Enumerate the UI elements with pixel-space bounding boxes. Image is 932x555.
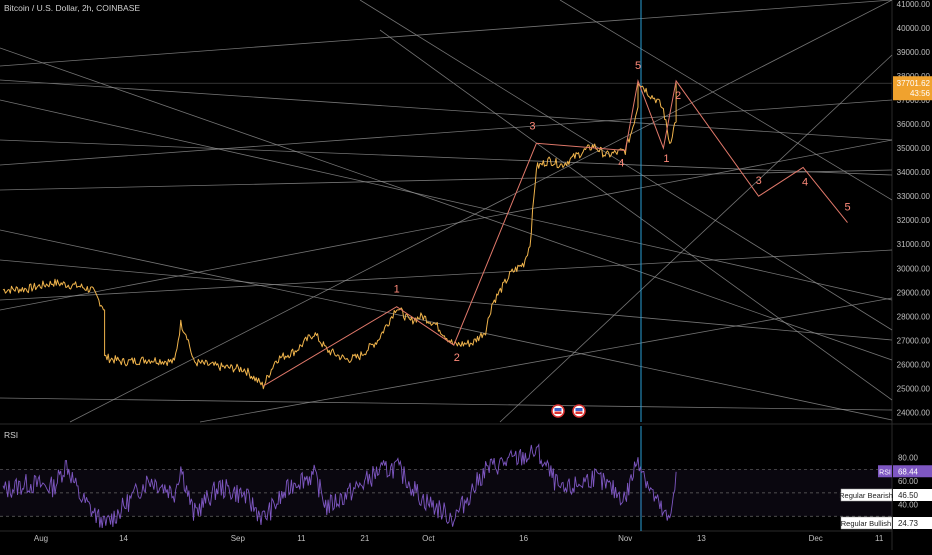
- divergence-label: Regular Bearish: [839, 491, 893, 500]
- trendline: [0, 139, 893, 176]
- event-flag-icon-top: [575, 408, 583, 411]
- trendline: [0, 249, 893, 301]
- elliott-wave-path: [263, 79, 848, 387]
- trendline: [379, 29, 893, 401]
- elliott-wave-label: 1: [663, 153, 669, 165]
- trendline: [69, 0, 893, 423]
- trendline: [0, 0, 893, 67]
- elliott-wave-label: 2: [454, 352, 460, 364]
- rsi-value-badge: [893, 465, 932, 478]
- event-flag-icon-bottom: [554, 411, 562, 414]
- trendline: [0, 397, 893, 411]
- price-series-line: [2, 83, 677, 390]
- price-axis-tick-label: 24000.00: [897, 408, 931, 417]
- time-axis-tick-label: Nov: [618, 534, 632, 543]
- price-axis-tick-label: 39000.00: [897, 48, 931, 57]
- trendline: [559, 0, 893, 201]
- price-axis-tick-label: 33000.00: [897, 192, 931, 201]
- elliott-wave-label: 1: [394, 284, 400, 296]
- event-flag-icon: [551, 404, 565, 418]
- price-axis-tick-label: 29000.00: [897, 288, 931, 297]
- price-axis-tick-label: 37000.00: [897, 96, 931, 105]
- price-axis-tick-label: 36000.00: [897, 120, 931, 129]
- time-axis-tick-label: 11: [297, 534, 306, 543]
- rsi-axis-tick-label: 40.00: [898, 501, 919, 510]
- price-axis-tick-label: 35000.00: [897, 144, 931, 153]
- time-axis-tick-label: 21: [360, 534, 369, 543]
- elliott-wave-label: 4: [618, 158, 624, 170]
- trendline: [359, 0, 893, 331]
- divergence-label-box: [840, 516, 893, 530]
- divergence-label: Regular Bullish: [841, 519, 891, 528]
- symbol-title: Bitcoin / U.S. Dollar, 2h, COINBASE: [4, 3, 141, 13]
- trendline: [0, 79, 893, 141]
- elliott-wave-label: 2: [675, 90, 681, 102]
- trendline: [199, 297, 893, 423]
- trendline: [0, 139, 893, 311]
- rsi-panel-label: RSI: [4, 430, 19, 440]
- time-axis-tick-label: 11: [875, 534, 884, 543]
- price-axis-tick-label: 32000.00: [897, 216, 931, 225]
- elliott-wave-label: 3: [756, 175, 762, 187]
- time-axis-tick-label: Sep: [231, 534, 246, 543]
- time-axis-tick-label: Oct: [422, 534, 435, 543]
- elliott-wave-label: 5: [635, 60, 641, 72]
- time-axis-tick-label: Aug: [34, 534, 48, 543]
- price-axis-tick-label: 34000.00: [897, 168, 931, 177]
- rsi-series-line: [2, 443, 677, 529]
- time-axis-tick-label: 13: [697, 534, 706, 543]
- divergence-value: 46.50: [898, 491, 919, 500]
- trendline: [0, 99, 893, 301]
- trendline: [0, 229, 893, 421]
- last-price-value: 37701.62: [897, 79, 931, 88]
- time-axis-tick-label: 16: [519, 534, 528, 543]
- price-axis-tick-label: 31000.00: [897, 240, 931, 249]
- price-axis-tick-label: 28000.00: [897, 312, 931, 321]
- trendline: [0, 47, 893, 361]
- event-flag-icon-top: [554, 408, 562, 411]
- price-axis-tick-label: 26000.00: [897, 360, 931, 369]
- elliott-wave-label: 3: [529, 120, 535, 132]
- trendline: [499, 54, 893, 423]
- price-axis-tick-label: 41000.00: [897, 0, 931, 9]
- bar-countdown: 43:56: [910, 89, 931, 98]
- divergence-value-box: [893, 517, 932, 529]
- rsi-badge-tag: [878, 465, 892, 478]
- rsi-value: 68.44: [898, 467, 919, 476]
- price-axis-tick-label: 25000.00: [897, 384, 931, 393]
- divergence-value-box: [893, 489, 932, 501]
- divergence-value: 24.73: [898, 519, 919, 528]
- divergence-label-box: [840, 488, 893, 502]
- elliott-wave-label: 5: [844, 202, 850, 214]
- event-flag-icon-bottom: [575, 411, 583, 414]
- rsi-axis-tick-label: 60.00: [898, 477, 919, 486]
- trendline: [0, 259, 893, 341]
- rsi-axis-tick-label: 80.00: [898, 454, 919, 463]
- price-axis-tick-label: 30000.00: [897, 264, 931, 273]
- price-axis-tick-label: 40000.00: [897, 24, 931, 33]
- event-flag-icon: [572, 404, 586, 418]
- elliott-wave-label: 4: [802, 176, 808, 188]
- last-price-badge: [893, 76, 932, 101]
- price-axis-tick-label: 27000.00: [897, 336, 931, 345]
- time-axis-tick-label: 14: [119, 534, 128, 543]
- rsi-badge-label: RSI: [879, 469, 891, 476]
- trendline: [0, 169, 893, 191]
- time-axis-tick-label: Dec: [809, 534, 823, 543]
